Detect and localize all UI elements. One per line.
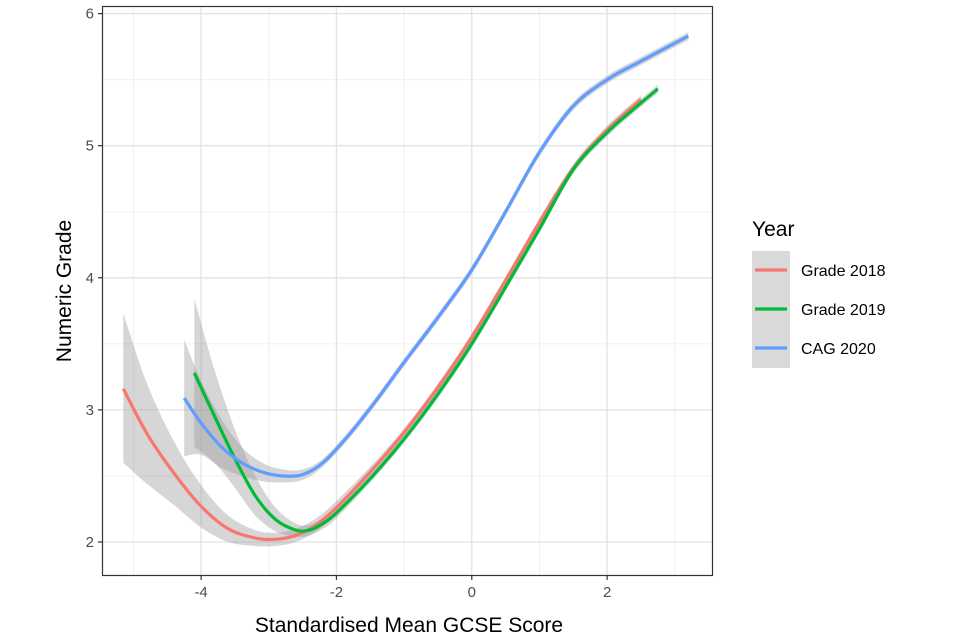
gridlines [103, 7, 712, 575]
series-lines [121, 34, 690, 542]
legend: Year Grade 2018 Grade 2019 CAG 2020 [752, 218, 886, 368]
legend-items: Grade 2018 Grade 2019 CAG 2020 [752, 251, 886, 368]
x-tick-label: 2 [603, 584, 611, 601]
legend-label: CAG 2020 [801, 341, 876, 358]
legend-label: Grade 2019 [801, 302, 886, 319]
y-tick-label: 6 [86, 6, 94, 23]
x-tick-label: -4 [194, 584, 207, 601]
x-tick-label: 0 [468, 584, 476, 601]
y-tick-label: 5 [86, 138, 94, 155]
x-tick-label: -2 [330, 584, 343, 601]
x-axis-title: Standardised Mean GCSE Score [255, 614, 563, 637]
y-axis-title: Numeric Grade [53, 220, 76, 362]
series-line [192, 87, 659, 533]
plot-panel-border [101, 5, 714, 577]
y-tick-label: 4 [86, 270, 94, 287]
legend-label: Grade 2018 [801, 263, 886, 280]
series-line [121, 98, 643, 542]
y-tick-label: 3 [86, 402, 94, 419]
legend-title: Year [752, 218, 794, 241]
series-line [182, 34, 690, 478]
y-tick-label: 2 [86, 534, 94, 551]
axes: -4 -2 0 2 2 3 4 5 6 [86, 6, 612, 601]
